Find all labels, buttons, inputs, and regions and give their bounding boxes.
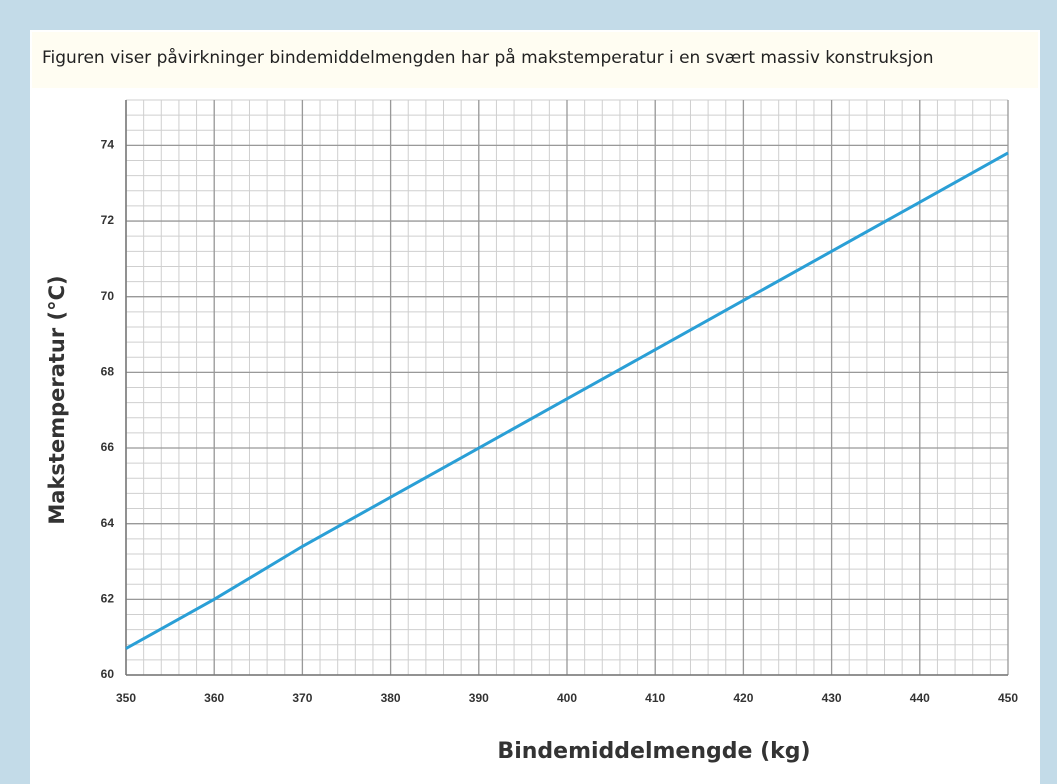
x-tick-label: 410 xyxy=(645,691,665,705)
y-tick-label: 72 xyxy=(101,213,115,227)
header: Figuren viser påvirkninger bindemiddelme… xyxy=(32,32,1038,88)
y-axis-label: Makstemperatur (°C) xyxy=(45,275,69,524)
y-tick-label: 74 xyxy=(101,138,115,152)
y-tick-label: 68 xyxy=(101,365,115,379)
y-tick-label: 60 xyxy=(101,667,115,681)
y-tick-label: 70 xyxy=(101,289,115,303)
x-tick-label: 450 xyxy=(998,691,1018,705)
x-tick-label: 440 xyxy=(910,691,930,705)
panel xyxy=(30,30,1040,784)
x-tick-label: 400 xyxy=(557,691,577,705)
x-tick-label: 430 xyxy=(822,691,842,705)
x-tick-label: 360 xyxy=(204,691,224,705)
y-tick-label: 62 xyxy=(101,592,115,606)
x-tick-label: 420 xyxy=(733,691,753,705)
data-line xyxy=(125,151,1009,650)
y-tick-label: 66 xyxy=(101,440,115,454)
y-tick-label: 64 xyxy=(101,516,115,530)
x-tick-label: 370 xyxy=(292,691,312,705)
x-tick-label: 390 xyxy=(469,691,489,705)
header-text: Figuren viser påvirkninger bindemiddelme… xyxy=(42,48,934,68)
x-tick-label: 350 xyxy=(116,691,136,705)
x-tick-label: 380 xyxy=(381,691,401,705)
x-axis-label: Bindemiddelmengde (kg) xyxy=(497,739,810,764)
